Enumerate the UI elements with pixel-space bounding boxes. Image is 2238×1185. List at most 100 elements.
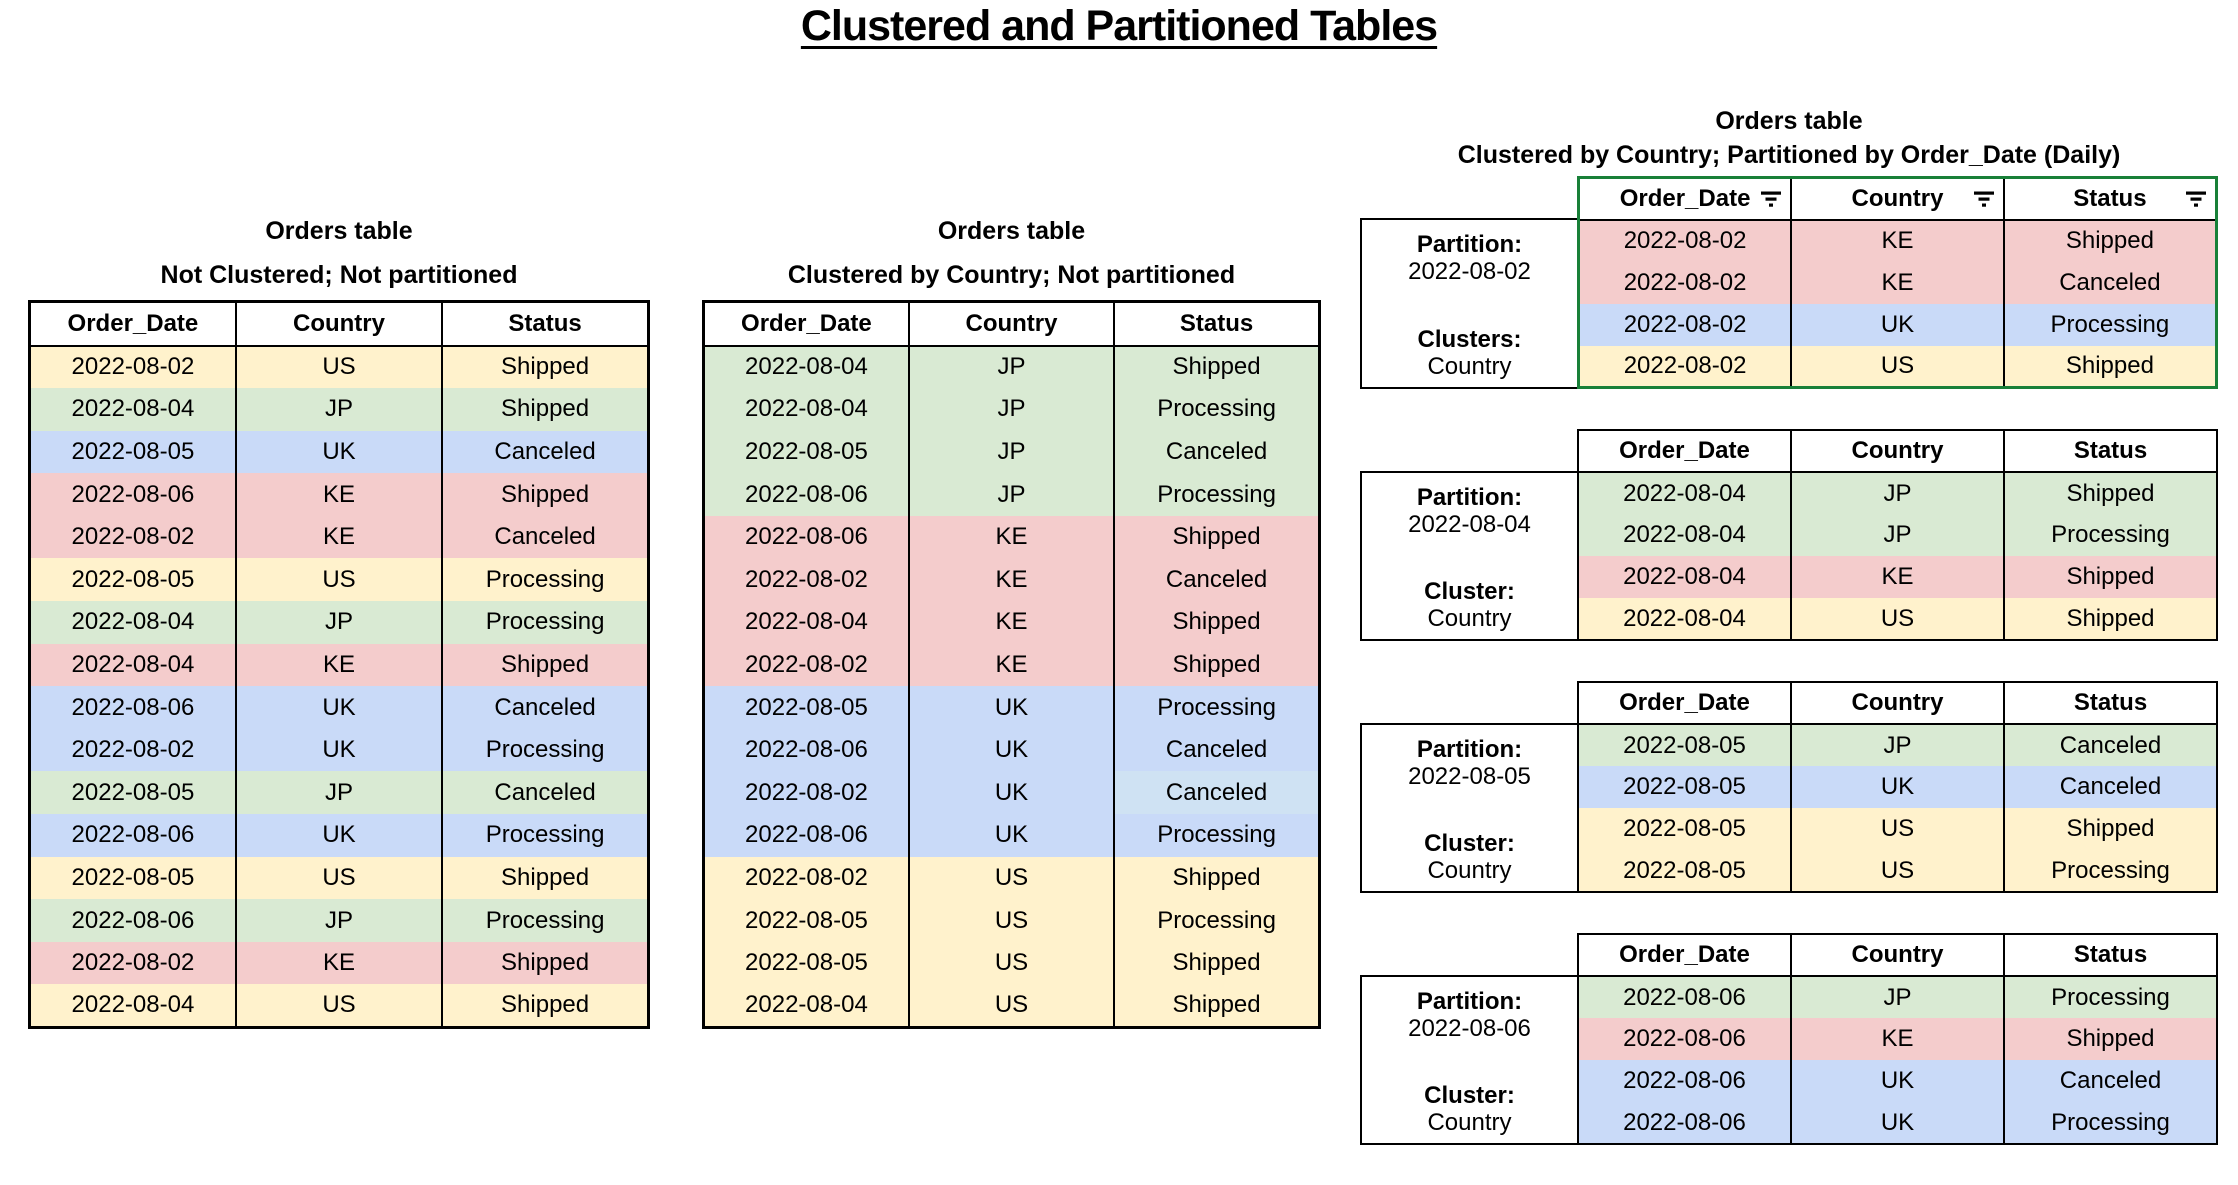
cell-order-date: 2022-08-02 bbox=[1578, 261, 1792, 304]
cell-status: Canceled bbox=[441, 771, 649, 815]
cell-status: Shipped bbox=[1113, 984, 1320, 1027]
table-subtitle: Clustered by Country; Partitioned by Ord… bbox=[1457, 141, 2121, 169]
table-row: 2022-08-02 UK Canceled bbox=[703, 771, 1320, 815]
filter-icon[interactable] bbox=[1760, 190, 1782, 207]
partition-id: Partition: 2022-08-04 bbox=[1362, 484, 1577, 538]
header-row: Order_Date Country Status bbox=[703, 301, 1320, 347]
cell-order-date: 2022-08-04 bbox=[703, 388, 909, 431]
partition-key-label: Partition: bbox=[1416, 484, 1523, 511]
cell-order-date: 2022-08-06 bbox=[1578, 1060, 1791, 1102]
table-row: 2022-08-06 UK Processing bbox=[1578, 1102, 2217, 1144]
cell-country: KE bbox=[1790, 261, 2004, 304]
column-header-label: Country bbox=[1851, 184, 1944, 212]
partition-label: Partition: 2022-08-06 Cluster: Country bbox=[1360, 975, 1577, 1145]
cell-order-date: 2022-08-05 bbox=[703, 941, 909, 985]
table-row: 2022-08-06 UK Canceled bbox=[703, 728, 1320, 772]
column-header-country: Country bbox=[1790, 682, 2004, 725]
table-row: 2022-08-04 JP Shipped bbox=[29, 388, 649, 431]
cell-country: JP bbox=[907, 473, 1115, 516]
filter-icon[interactable] bbox=[2185, 190, 2207, 207]
table-row: 2022-08-04 JP Processing bbox=[703, 388, 1320, 431]
cell-order-date: 2022-08-06 bbox=[703, 814, 909, 857]
cell-status: Shipped bbox=[2003, 556, 2217, 598]
cell-order-date: 2022-08-02 bbox=[703, 558, 909, 602]
table-row: 2022-08-04 US Shipped bbox=[1578, 598, 2217, 640]
column-header-order-date: Order_Date bbox=[29, 301, 236, 347]
partition-label: Partition: 2022-08-05 Cluster: Country bbox=[1360, 723, 1577, 893]
cell-status: Canceled bbox=[2003, 1060, 2217, 1102]
table-row: 2022-08-02 KE Shipped bbox=[703, 643, 1320, 687]
cell-country: UK bbox=[1790, 1102, 2004, 1144]
column-header-order-date: Order_Date bbox=[1578, 430, 1791, 473]
cell-order-date: 2022-08-05 bbox=[1578, 766, 1791, 808]
column-header-country: Country bbox=[1790, 177, 2004, 221]
cell-status: Canceled bbox=[2003, 724, 2217, 766]
partition-id: Partition: 2022-08-02 bbox=[1362, 231, 1577, 285]
table-row: 2022-08-02 US Shipped bbox=[703, 856, 1320, 900]
table-row: 2022-08-06 UK Processing bbox=[703, 814, 1320, 857]
column-header-country: Country bbox=[1790, 430, 2004, 473]
cell-status: Shipped bbox=[2003, 472, 2217, 514]
cell-status: Canceled bbox=[441, 515, 649, 559]
cell-order-date: 2022-08-05 bbox=[1578, 850, 1791, 892]
cell-order-date: 2022-08-02 bbox=[29, 345, 236, 389]
table-row: 2022-08-06 UK Canceled bbox=[29, 686, 649, 729]
column-header-status: Status bbox=[1113, 301, 1320, 347]
table-row: 2022-08-04 KE Shipped bbox=[703, 601, 1320, 644]
table-row: 2022-08-06 JP Processing bbox=[1578, 976, 2217, 1018]
cell-order-date: 2022-08-06 bbox=[703, 515, 909, 559]
cell-country: UK bbox=[907, 771, 1115, 815]
cell-country: KE bbox=[1790, 1018, 2004, 1060]
header-row: Order_Date Country bbox=[1578, 177, 2217, 221]
section-clustered-partitioned: Orders table Clustered by Country; Parti… bbox=[1360, 106, 2218, 1185]
cell-order-date: 2022-08-02 bbox=[1578, 345, 1792, 388]
column-header-country: Country bbox=[1790, 934, 2004, 977]
cell-country: UK bbox=[907, 728, 1115, 772]
cell-country: KE bbox=[1790, 219, 2004, 262]
table-row: 2022-08-04 KE Shipped bbox=[29, 643, 649, 687]
partition-key-label: Partition: bbox=[1416, 988, 1523, 1015]
cell-country: US bbox=[907, 899, 1115, 942]
cell-order-date: 2022-08-05 bbox=[29, 856, 236, 900]
cell-country: KE bbox=[907, 601, 1115, 644]
table-row: 2022-08-02 UK Processing bbox=[29, 728, 649, 772]
table-row: 2022-08-05 UK Canceled bbox=[1578, 766, 2217, 808]
cell-country: US bbox=[907, 941, 1115, 985]
section-not-clustered: Orders table Not Clustered; Not partitio… bbox=[28, 216, 650, 1029]
cell-country: US bbox=[1790, 345, 2004, 388]
cell-order-date: 2022-08-04 bbox=[1578, 472, 1791, 514]
column-header-status: Status bbox=[2003, 682, 2217, 725]
cell-country: UK bbox=[234, 728, 443, 772]
cell-status: Canceled bbox=[1113, 558, 1320, 602]
column-header-status: Status bbox=[2003, 430, 2217, 473]
table-title: Orders table bbox=[265, 217, 413, 245]
cell-status: Processing bbox=[441, 558, 649, 602]
table-subtitle: Clustered by Country; Not partitioned bbox=[787, 261, 1236, 289]
cell-status: Shipped bbox=[1113, 643, 1320, 687]
cell-status: Canceled bbox=[2003, 766, 2217, 808]
cell-country: JP bbox=[234, 388, 443, 431]
cell-country: JP bbox=[907, 345, 1115, 389]
cell-status: Processing bbox=[441, 728, 649, 772]
cell-order-date: 2022-08-02 bbox=[703, 643, 909, 687]
cell-order-date: 2022-08-04 bbox=[703, 345, 909, 389]
cell-status: Processing bbox=[1113, 388, 1320, 431]
table-row: 2022-08-05 JP Canceled bbox=[1578, 724, 2217, 766]
table-row: 2022-08-04 JP Processing bbox=[1578, 514, 2217, 556]
cell-country: KE bbox=[1790, 556, 2004, 598]
cell-order-date: 2022-08-05 bbox=[703, 899, 909, 942]
cluster-key-label: Clusters: bbox=[1417, 326, 1522, 353]
cell-status: Shipped bbox=[441, 473, 649, 516]
filter-icon[interactable] bbox=[1973, 190, 1995, 207]
cell-country: US bbox=[1790, 808, 2004, 850]
table-row: 2022-08-02 KE Canceled bbox=[29, 515, 649, 559]
cell-order-date: 2022-08-02 bbox=[1578, 303, 1792, 346]
table-row: 2022-08-04 KE Shipped bbox=[1578, 556, 2217, 598]
cell-country: JP bbox=[1790, 724, 2004, 766]
table-row: 2022-08-05 JP Canceled bbox=[29, 771, 649, 815]
table-row: 2022-08-05 US Processing bbox=[703, 899, 1320, 942]
column-header-order-date: Order_Date bbox=[703, 301, 909, 347]
partition-table-2022-08-05: Order_Date Country Status 2022-08-05 JP Ca… bbox=[1577, 681, 2218, 893]
cell-status: Processing bbox=[1113, 899, 1320, 942]
cell-status: Processing bbox=[2003, 850, 2217, 892]
